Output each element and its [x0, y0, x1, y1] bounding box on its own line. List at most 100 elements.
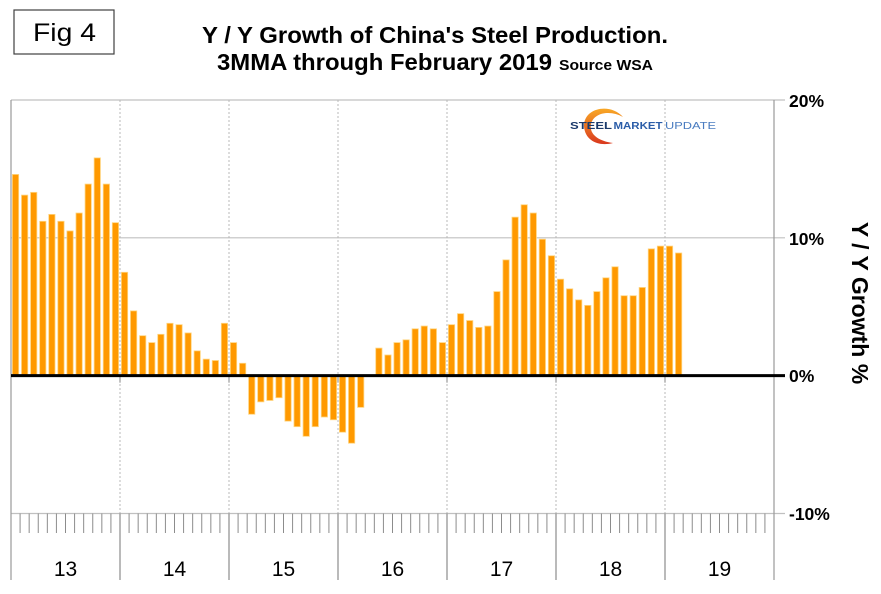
bar [102, 183, 110, 377]
figure-label-text: Fig 4 [33, 19, 96, 47]
bar [293, 375, 301, 428]
steel-market-update-logo: STEEL MARKET UPDATE [570, 108, 716, 145]
bar [320, 375, 328, 418]
bar [302, 375, 310, 437]
bars [11, 157, 683, 444]
bar [393, 342, 401, 377]
bar [275, 375, 283, 399]
x-tick-label: 17 [490, 558, 513, 581]
bar [284, 375, 292, 422]
x-tick-label: 13 [54, 558, 77, 581]
x-tick-label: 14 [163, 558, 187, 581]
bar [666, 245, 674, 377]
axes [10, 100, 785, 580]
y-tick-label: 0% [789, 366, 815, 386]
x-tick-label: 19 [708, 558, 731, 581]
bar [193, 350, 201, 377]
bar [675, 252, 683, 377]
chart-source-note: Source WSA [559, 57, 653, 74]
bar [538, 238, 546, 377]
x-tick-label: 15 [272, 558, 295, 581]
bar [239, 362, 247, 377]
bar [30, 191, 38, 377]
bar [584, 304, 592, 377]
bar [311, 375, 319, 428]
bar [11, 174, 20, 377]
bar [547, 255, 555, 377]
bar [139, 335, 147, 377]
bar [520, 204, 528, 377]
bar [211, 360, 219, 377]
bar [21, 194, 29, 377]
bar [84, 183, 92, 377]
bar [220, 322, 228, 377]
bar [420, 325, 428, 377]
y-tick-label: -10% [789, 504, 830, 524]
bar [130, 310, 138, 377]
logo-swoosh-icon [584, 108, 623, 145]
bar [447, 324, 456, 377]
bar [602, 277, 610, 377]
bar [229, 342, 238, 377]
logo-word-steel: STEEL [570, 120, 613, 132]
bar [338, 375, 347, 433]
bar [566, 288, 574, 377]
logo-word-update: UPDATE [665, 120, 716, 132]
chart-title-line2: 3MMA through February 2019 [217, 49, 552, 75]
logo-word-market: MARKET [614, 120, 664, 132]
chart-title-line1: Y / Y Growth of China's Steel Production… [202, 22, 668, 48]
bar [348, 375, 356, 444]
bar [638, 287, 646, 377]
bar [466, 320, 474, 377]
bar [411, 328, 419, 377]
bar [511, 216, 519, 377]
bar [93, 157, 101, 377]
bar [429, 328, 437, 377]
bar [48, 214, 56, 377]
bar [111, 222, 119, 377]
y-axis-title: Y / Y Growth % [847, 222, 873, 384]
bar [484, 325, 492, 377]
bar [384, 354, 392, 377]
bar [57, 220, 65, 377]
bar [184, 332, 192, 377]
bar [502, 259, 510, 377]
bar [529, 212, 537, 377]
bar [611, 266, 619, 377]
x-tick-labels: 13 14 15 16 17 18 19 [54, 558, 731, 581]
bar [557, 278, 565, 377]
bar [620, 295, 628, 377]
gridlines [11, 99, 785, 515]
bar [202, 358, 210, 377]
bar [656, 245, 664, 377]
bar [66, 230, 74, 377]
bar [593, 291, 601, 377]
bar [493, 291, 501, 377]
bar [438, 342, 447, 377]
bar [329, 375, 338, 421]
x-tick-label: 16 [381, 558, 404, 581]
y-tick-label: 10% [789, 229, 824, 249]
bar [121, 271, 129, 377]
bar [75, 212, 83, 377]
bar [475, 327, 483, 377]
bar [575, 299, 583, 377]
x-tick-label: 18 [599, 558, 622, 581]
bar [457, 313, 465, 377]
bar [157, 333, 165, 377]
bar [266, 375, 274, 401]
bar [148, 342, 156, 377]
bar [402, 339, 410, 377]
bar [39, 220, 47, 377]
bar [175, 324, 183, 377]
bar [629, 295, 637, 377]
figure-label: Fig 4 [13, 9, 115, 55]
bar [248, 375, 256, 415]
bar [375, 347, 383, 377]
bar [647, 248, 655, 377]
bar [357, 375, 365, 408]
y-tick-label: 20% [789, 91, 824, 111]
figure-label-box [13, 9, 115, 55]
